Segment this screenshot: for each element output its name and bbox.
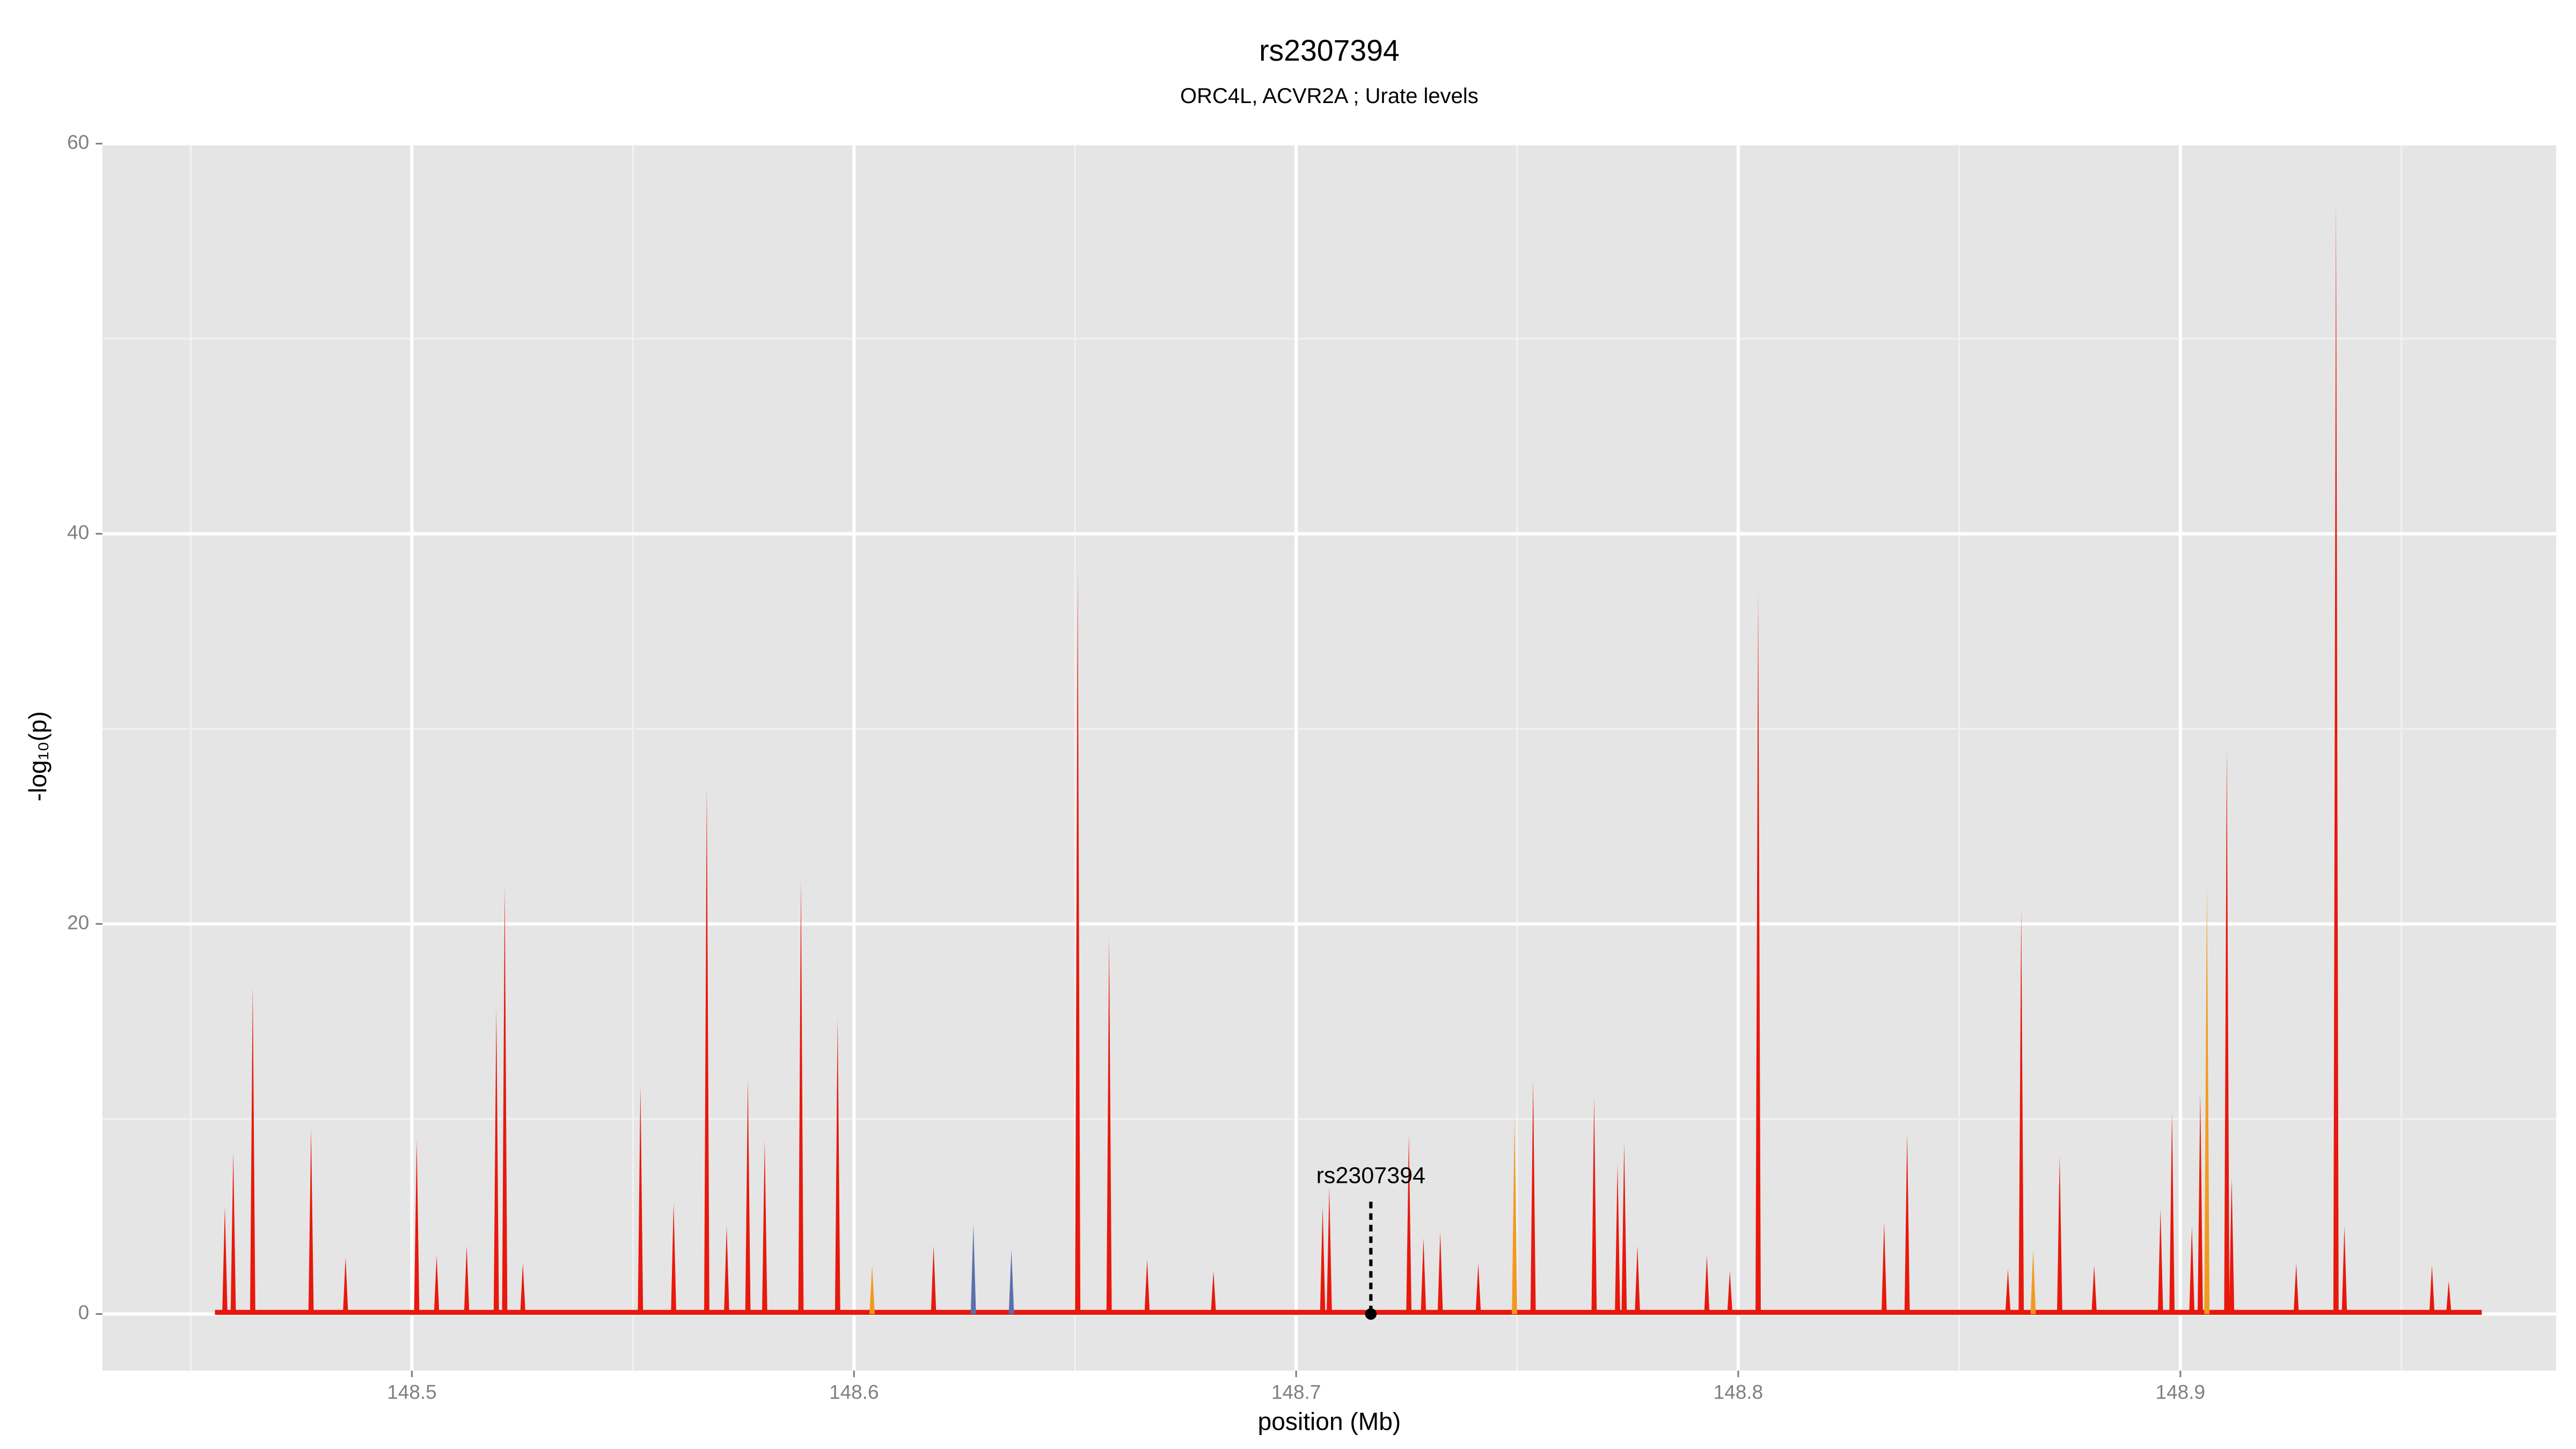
y-tick-label: 20 [67, 911, 89, 933]
spike [1755, 592, 1761, 1314]
y-tick-label: 0 [78, 1301, 90, 1323]
spike [2169, 1111, 2175, 1314]
spike [1635, 1246, 1641, 1314]
spike [1327, 1187, 1332, 1314]
spike [1437, 1232, 1443, 1314]
spike [2030, 1249, 2036, 1314]
spike [704, 785, 709, 1314]
spike [1621, 1142, 1627, 1314]
spike [230, 1152, 236, 1314]
spike [520, 1263, 526, 1314]
chart-subtitle: ORC4L, ACVR2A ; Urate levels [1180, 84, 1479, 108]
x-tick-label: 148.9 [2156, 1381, 2205, 1403]
spike [931, 1246, 936, 1314]
x-tick-label: 148.5 [387, 1381, 436, 1403]
annotation-point [1365, 1308, 1377, 1320]
spike [2157, 1209, 2163, 1314]
spike [2429, 1265, 2435, 1314]
spike [1144, 1259, 1150, 1314]
spike [1727, 1271, 1733, 1314]
annotation-label: rs2307394 [1316, 1162, 1426, 1188]
spike [671, 1203, 677, 1314]
spike [493, 1007, 499, 1314]
spike [250, 986, 255, 1314]
spike [2224, 746, 2230, 1314]
spike [2204, 884, 2210, 1314]
spike [970, 1224, 976, 1314]
spike [869, 1265, 875, 1314]
spike [724, 1226, 729, 1314]
spike [798, 879, 804, 1314]
y-tick-label: 60 [67, 131, 89, 153]
spike [2293, 1263, 2299, 1314]
x-tick-label: 148.8 [1714, 1381, 1763, 1403]
spike [2018, 908, 2024, 1314]
spike [2057, 1156, 2062, 1314]
spike [1008, 1249, 1014, 1314]
spike [1406, 1135, 1412, 1314]
spike [434, 1255, 440, 1314]
spike [1106, 937, 1112, 1314]
spike [502, 884, 508, 1314]
spike [1475, 1263, 1481, 1314]
spike [2229, 1177, 2235, 1314]
spike [222, 1206, 228, 1314]
spike [1904, 1132, 1910, 1314]
spike [1615, 1163, 1620, 1314]
spike [745, 1078, 751, 1314]
x-tick-label: 148.6 [829, 1381, 879, 1403]
x-tick-label: 148.7 [1271, 1381, 1321, 1403]
x-axis-label: position (Mb) [1258, 1407, 1401, 1435]
spike [464, 1246, 470, 1314]
spike [1211, 1271, 1217, 1314]
spike [2446, 1280, 2451, 1314]
spike [308, 1129, 314, 1314]
spike [1512, 1118, 1518, 1314]
spike [2091, 1265, 2097, 1314]
spike [414, 1140, 420, 1314]
spike [1881, 1222, 1887, 1314]
spike [2005, 1269, 2011, 1314]
spike [1075, 573, 1081, 1314]
spike [2341, 1226, 2347, 1314]
spike [638, 1086, 643, 1314]
panel [102, 143, 2557, 1371]
spike [762, 1140, 767, 1314]
spike [1530, 1080, 1536, 1314]
spike [342, 1257, 348, 1314]
spike [1421, 1238, 1426, 1314]
spike [2189, 1226, 2195, 1314]
spike [835, 1017, 840, 1314]
y-tick-label: 40 [67, 521, 89, 543]
spike [2197, 1092, 2203, 1314]
spike [2333, 198, 2339, 1314]
chart-title: rs2307394 [1259, 34, 1400, 67]
spike [1704, 1255, 1710, 1314]
spike [1320, 1206, 1326, 1314]
y-axis-label: -log₁₀(p) [24, 711, 52, 801]
spike [1591, 1097, 1597, 1314]
